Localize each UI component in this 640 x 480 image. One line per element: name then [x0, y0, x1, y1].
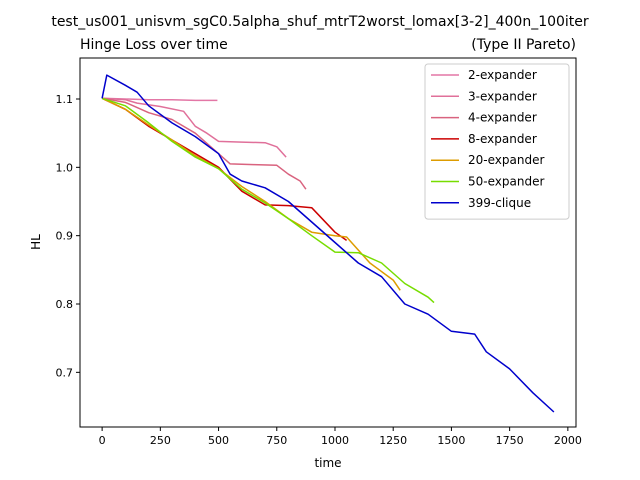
y-tick-label: 1.1: [56, 93, 74, 106]
x-tick-label: 2000: [554, 434, 582, 447]
x-tick-label: 1250: [379, 434, 407, 447]
legend-label: 399-clique: [468, 196, 531, 210]
series-line-3-expander: [102, 97, 287, 158]
chart-title: Hinge Loss over time: [80, 37, 228, 53]
y-axis-label: HL: [29, 234, 43, 250]
x-tick-label: 1000: [321, 434, 349, 447]
legend-label: 50-expander: [468, 175, 544, 189]
x-tick-label: 750: [266, 434, 287, 447]
x-tick-label: 500: [208, 434, 229, 447]
series-line-8-expander: [101, 97, 348, 242]
axis-ticks: 0 250 500 750 1000 1250 1500 1750 2000 0.7 0.8 0.9 1…: [56, 93, 582, 447]
series-group: [101, 74, 555, 413]
y-tick-label: 0.7: [56, 366, 74, 379]
legend-label: 3-expander: [468, 89, 537, 103]
series-line-399-clique: [101, 74, 555, 413]
x-tick-label: 1500: [437, 434, 465, 447]
x-tick-label: 250: [150, 434, 171, 447]
y-tick-label: 0.9: [56, 230, 74, 243]
y-tick-label: 1.0: [56, 161, 74, 174]
legend-label: 8-expander: [468, 132, 537, 146]
x-tick-label: 0: [99, 434, 106, 447]
legend-label: 4-expander: [468, 111, 537, 125]
legend: 2-expander 3-expander 4-expander 8-expander…: [424, 63, 570, 220]
plot-frame: [79, 57, 577, 428]
legend-label: 2-expander: [468, 68, 537, 82]
legend-box: [424, 63, 570, 220]
legend-label: 20-expander: [468, 153, 544, 167]
chart-subtitle: (Type II Pareto): [471, 37, 576, 53]
x-axis-label: time: [314, 456, 341, 470]
series-line-50-expander: [101, 97, 435, 304]
y-tick-label: 0.8: [56, 298, 74, 311]
figure-title: test_us001_unisvm_sgC0.5alpha_shuf_mtrT2…: [51, 14, 589, 30]
x-tick-label: 1750: [496, 434, 524, 447]
series-line-4-expander: [101, 97, 307, 190]
